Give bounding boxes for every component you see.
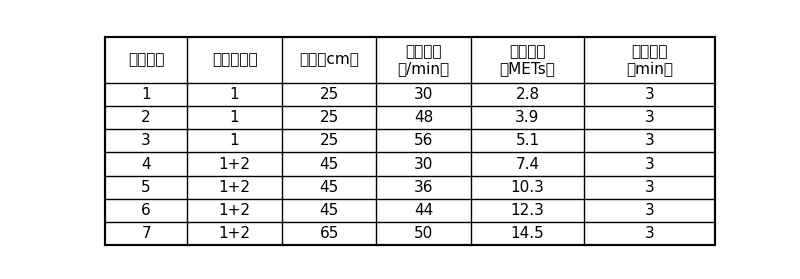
Text: 1: 1 [230,133,239,148]
Text: 3: 3 [645,180,654,195]
Text: 1+2: 1+2 [218,157,250,172]
Text: 2.8: 2.8 [515,87,539,102]
Text: 用梯（号）: 用梯（号） [212,52,258,67]
Text: 48: 48 [414,110,434,125]
Text: 10.3: 10.3 [510,180,544,195]
Text: 1: 1 [142,87,151,102]
Text: 3: 3 [645,87,654,102]
Text: 7: 7 [142,226,151,241]
Text: 5: 5 [142,180,151,195]
Text: 14.5: 14.5 [510,226,544,241]
Text: 44: 44 [414,203,434,218]
Text: 4: 4 [142,157,151,172]
Text: 3: 3 [645,157,654,172]
Text: 3: 3 [645,226,654,241]
Text: 1+2: 1+2 [218,180,250,195]
Text: 65: 65 [319,226,339,241]
Text: 5.1: 5.1 [515,133,539,148]
Text: 3: 3 [142,133,151,148]
Text: 3: 3 [645,110,654,125]
Text: 2: 2 [142,110,151,125]
Text: 6: 6 [142,203,151,218]
Text: 运动耐量
（METs）: 运动耐量 （METs） [499,44,555,76]
Text: 25: 25 [319,133,338,148]
Text: 3: 3 [645,133,654,148]
Text: 56: 56 [414,133,434,148]
Text: 1: 1 [230,87,239,102]
Text: 45: 45 [319,180,338,195]
Text: 3.9: 3.9 [515,110,540,125]
Text: 30: 30 [414,87,434,102]
Text: 梯高（cm）: 梯高（cm） [299,52,359,67]
Text: 36: 36 [414,180,434,195]
Text: 运动级别: 运动级别 [128,52,164,67]
Text: 25: 25 [319,110,338,125]
Text: 1: 1 [230,110,239,125]
Text: 25: 25 [319,87,338,102]
Text: 50: 50 [414,226,434,241]
Text: 1+2: 1+2 [218,226,250,241]
Text: 12.3: 12.3 [510,203,544,218]
Text: 1+2: 1+2 [218,203,250,218]
Text: 3: 3 [645,203,654,218]
Text: 45: 45 [319,203,338,218]
Text: 30: 30 [414,157,434,172]
Text: 节拍频率
（/min）: 节拍频率 （/min） [398,44,450,76]
Text: 运动时间
（min）: 运动时间 （min） [626,44,673,76]
Text: 45: 45 [319,157,338,172]
Text: 7.4: 7.4 [515,157,539,172]
